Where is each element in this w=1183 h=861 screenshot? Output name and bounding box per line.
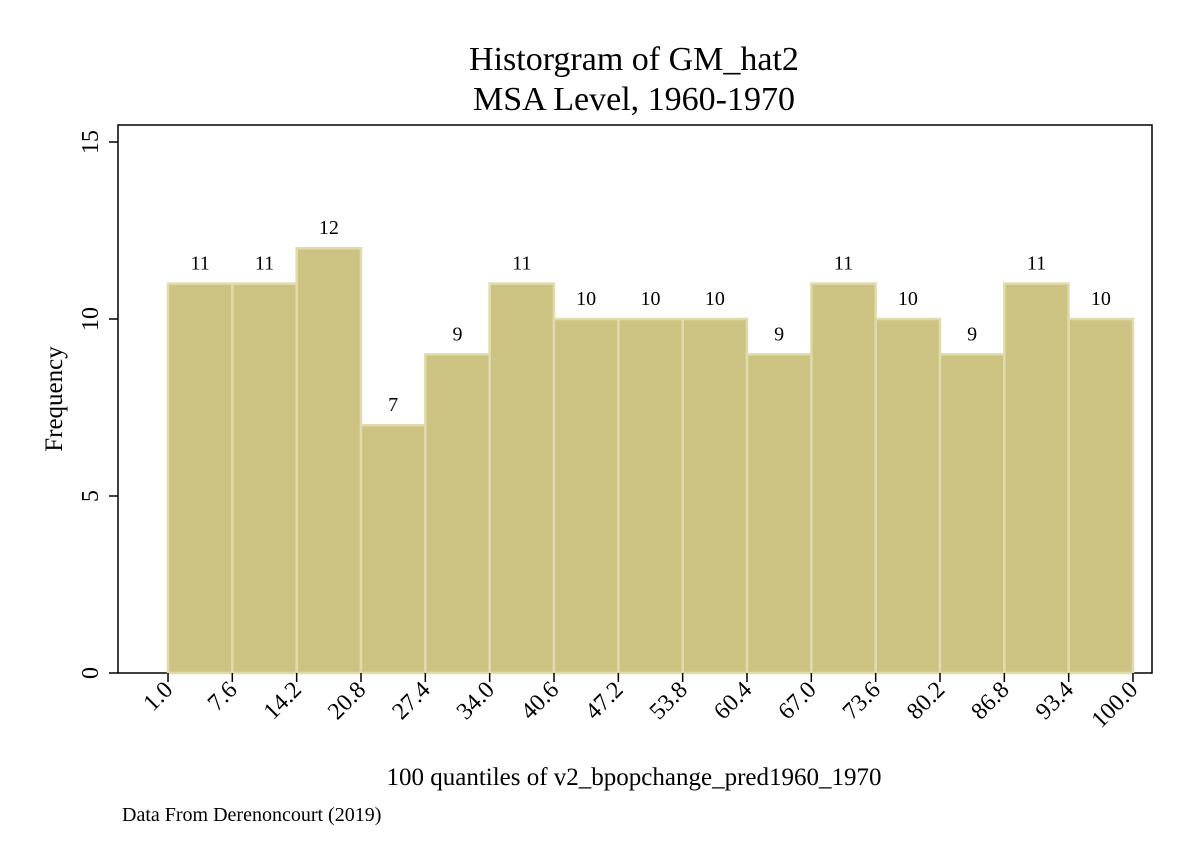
- y-tick-label-3: 10: [78, 307, 104, 331]
- bar-7: [552, 317, 620, 675]
- x-tick-label-13: 80.2: [902, 677, 950, 725]
- bar-value-label-10: 9: [774, 323, 784, 345]
- bar-labels-group: 11 11 12 7 9 11 10 10 10 9 11 10 9 11 10: [191, 217, 1111, 416]
- chart-subtitle: MSA Level, 1960-1970: [473, 81, 795, 118]
- bar-14: [1003, 282, 1070, 675]
- x-tick-label-10: 60.4: [709, 677, 757, 725]
- y-axis-label: Frequency: [41, 346, 68, 452]
- y-tick-label-2: 5: [78, 490, 104, 502]
- bar-value-label-4: 7: [388, 394, 398, 416]
- bars-group: [166, 246, 1135, 675]
- source-note: Data From Derenoncourt (2019): [122, 804, 381, 826]
- x-tick-label-4: 20.8: [323, 677, 371, 725]
- bar-value-label-1: 11: [191, 253, 210, 275]
- x-tick-label-7: 40.6: [516, 677, 564, 725]
- bar-value-label-11: 11: [834, 253, 853, 275]
- bar-value-label-7: 10: [576, 288, 596, 310]
- bar-8: [617, 317, 684, 675]
- bar-6: [488, 282, 556, 675]
- x-tick-label-11: 67.0: [773, 677, 821, 725]
- x-axis-label: 100 quantiles of v2_bpopchange_pred1960_…: [386, 764, 881, 791]
- bar-value-label-2: 11: [255, 253, 274, 275]
- bar-3: [295, 246, 363, 675]
- y-tick-label-1: 0: [78, 667, 104, 679]
- bar-5: [424, 353, 491, 675]
- x-axis: 1.0 7.6 14.2 20.8 27.4 34.0 40.6 47.2 53.8 60.4 67…: [139, 673, 1144, 734]
- x-tick-label-6: 34.0: [452, 677, 500, 725]
- x-tick-label-8: 47.2: [580, 677, 628, 725]
- bar-4: [359, 423, 427, 675]
- bar-value-label-5: 9: [453, 323, 463, 345]
- bar-9: [681, 317, 749, 675]
- bar-value-label-8: 10: [641, 288, 661, 310]
- bar-value-label-15: 10: [1091, 288, 1111, 310]
- x-tick-label-12: 73.6: [838, 677, 886, 725]
- x-tick-label-16: 100.0: [1087, 677, 1144, 734]
- bar-value-label-3: 12: [319, 217, 339, 239]
- y-tick-label-4: 15: [78, 130, 104, 154]
- bar-value-label-9: 10: [705, 288, 725, 310]
- bar-value-label-6: 11: [512, 253, 531, 275]
- bar-11: [810, 282, 877, 675]
- x-tick-label-15: 93.4: [1031, 677, 1079, 725]
- bar-1: [166, 282, 234, 675]
- x-tick-label-9: 53.8: [645, 677, 693, 725]
- bar-10: [745, 353, 813, 675]
- x-tick-label-3: 14.2: [259, 677, 307, 725]
- bar-value-label-12: 10: [898, 288, 918, 310]
- x-tick-label-5: 27.4: [387, 677, 435, 725]
- y-axis: 0 5 10 15: [78, 130, 118, 679]
- x-tick-label-2: 7.6: [203, 677, 243, 717]
- bar-15: [1067, 317, 1135, 675]
- x-tick-label-1: 1.0: [139, 677, 179, 717]
- bar-value-label-14: 11: [1027, 253, 1046, 275]
- bar-12: [874, 317, 942, 675]
- bar-2: [231, 282, 298, 675]
- chart-title: Historgram of GM_hat2: [469, 41, 799, 78]
- x-tick-label-14: 86.8: [966, 677, 1014, 725]
- bar-value-label-13: 9: [967, 323, 977, 345]
- bar-13: [938, 353, 1006, 675]
